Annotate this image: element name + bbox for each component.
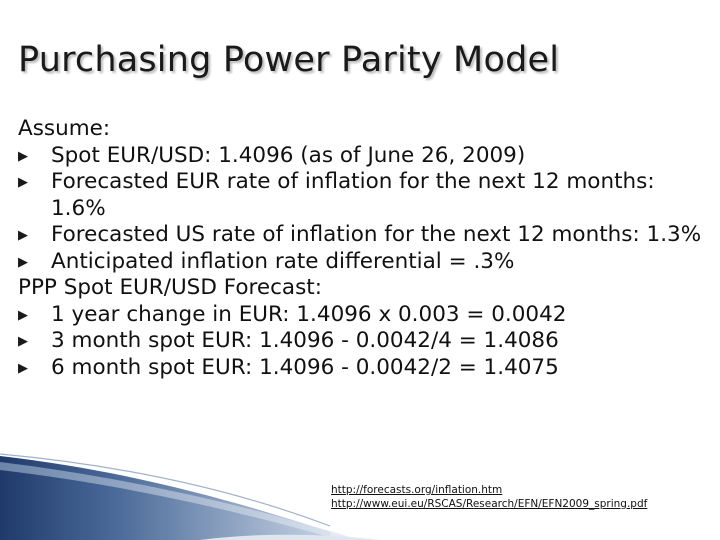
- bullet-spot-rate: ▶ Spot EUR/USD: 1.4096 (as of June 26, 2…: [18, 143, 708, 170]
- slide-title: Purchasing Power Parity Model: [18, 40, 560, 80]
- arrow-bullet-icon: ▶: [18, 228, 28, 243]
- bullet-text: Anticipated inflation rate differential …: [51, 248, 515, 274]
- slide-body: Assume: ▶ Spot EUR/USD: 1.4096 (as of Ju…: [18, 116, 708, 381]
- link-eui-efn-report[interactable]: http://www.eui.eu/RSCAS/Research/EFN/EFN…: [331, 498, 648, 510]
- bullet-text: 1 year change in EUR: 1.4096 x 0.003 = 0…: [51, 301, 567, 327]
- bullet-eur-inflation: ▶ Forecasted EUR rate of inflation for t…: [18, 169, 708, 222]
- bullet-6-month-spot: ▶ 6 month spot EUR: 1.4096 - 0.0042/2 = …: [18, 355, 708, 382]
- link-forecasts-inflation[interactable]: http://forecasts.org/inflation.htm: [331, 484, 503, 496]
- bullet-text: Spot EUR/USD: 1.4096 (as of June 26, 200…: [51, 142, 526, 168]
- bullet-text: 3 month spot EUR: 1.4096 - 0.0042/4 = 1.…: [51, 328, 559, 353]
- assume-heading: Assume:: [18, 116, 111, 141]
- arrow-bullet-icon: ▶: [18, 360, 28, 376]
- arrow-bullet-icon: ▶: [18, 307, 28, 323]
- arrow-bullet-icon: ▶: [18, 334, 28, 349]
- forecast-heading: PPP Spot EUR/USD Forecast:: [18, 275, 322, 300]
- bullet-1-year-change: ▶ 1 year change in EUR: 1.4096 x 0.003 =…: [18, 302, 708, 329]
- footer-swoosh: [0, 453, 380, 540]
- reference-links: http://forecasts.org/inflation.htm http:…: [331, 483, 647, 511]
- arrow-bullet-icon: ▶: [18, 254, 28, 270]
- bullet-text: 6 month spot EUR: 1.4096 - 0.0042/2 = 1.…: [51, 354, 559, 380]
- bullet-text: Forecasted EUR rate of inflation for the…: [51, 169, 655, 221]
- bullet-us-inflation: ▶ Forecasted US rate of inflation for th…: [18, 222, 708, 249]
- bullet-3-month-spot: ▶ 3 month spot EUR: 1.4096 - 0.0042/4 = …: [18, 328, 708, 355]
- arrow-bullet-icon: ▶: [18, 175, 28, 190]
- bullet-differential: ▶ Anticipated inflation rate differentia…: [18, 249, 708, 276]
- arrow-bullet-icon: ▶: [18, 148, 28, 164]
- bullet-text: Forecasted US rate of inflation for the …: [51, 222, 702, 247]
